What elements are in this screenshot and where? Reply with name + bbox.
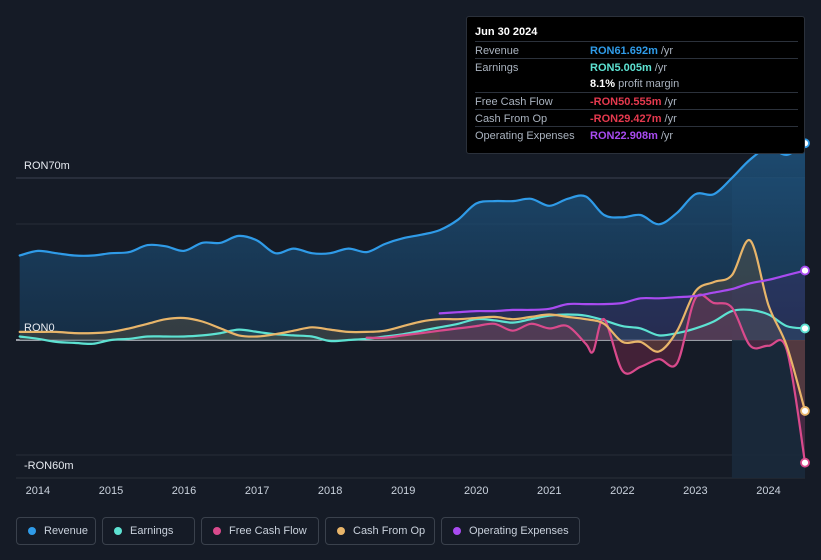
x-tick-label: 2020 — [464, 485, 489, 497]
tooltip-value: -RON50.555m/yr — [590, 96, 677, 108]
tooltip-date: Jun 30 2024 — [475, 26, 538, 38]
endpoint-free-cash-flow — [800, 457, 810, 468]
legend-label: Earnings — [130, 525, 174, 537]
legend-dot-icon — [114, 527, 122, 535]
legend-item-cash-from-op[interactable]: Cash From Op — [325, 517, 435, 545]
tooltip-label: Earnings — [475, 62, 519, 74]
x-tick-label: 2019 — [390, 485, 416, 497]
tooltip-row-free-cash-flow: Free Cash Flow -RON50.555m/yr — [475, 92, 798, 109]
tooltip-label: Revenue — [475, 45, 520, 57]
area-earnings — [19, 309, 805, 344]
tooltip-value: RON5.005m/yr — [590, 62, 667, 74]
tooltip-row-operating-expenses: Operating Expenses RON22.908m/yr — [475, 126, 798, 143]
tooltip-label: Operating Expenses — [475, 130, 575, 142]
x-tick-label: 2023 — [683, 485, 708, 497]
line-free-cash-flow — [365, 293, 807, 464]
tooltip-value: 8.1% profit margin — [590, 78, 680, 90]
endpoint-operating-expenses — [800, 265, 810, 276]
tooltip-row-profit-margin: 8.1% profit margin — [475, 75, 798, 92]
tooltip-value: -RON29.427m/yr — [590, 113, 677, 125]
x-tick-label: 2021 — [537, 485, 562, 497]
legend-label: Revenue — [44, 525, 89, 537]
area-free-cash-flow — [366, 294, 805, 463]
legend-label: Free Cash Flow — [229, 525, 307, 537]
area-revenue — [19, 143, 805, 340]
tooltip-row-revenue: Revenue RON61.692m/yr — [475, 41, 798, 58]
tooltip-row-cash-from-op: Cash From Op -RON29.427m/yr — [475, 109, 798, 126]
x-tick-label: 2022 — [610, 485, 635, 497]
legend-item-free-cash-flow[interactable]: Free Cash Flow — [201, 517, 319, 545]
legend-dot-icon — [337, 527, 345, 535]
tooltip-value: RON22.908m/yr — [590, 130, 674, 142]
x-tick-label: 2018 — [317, 485, 343, 497]
endpoint-earnings — [800, 323, 810, 334]
area-cash-from-op — [19, 239, 805, 411]
y-axis-top-label: RON70m — [24, 160, 70, 172]
x-tick-label: 2014 — [25, 485, 51, 497]
y-axis-zero-label: RON0 — [24, 322, 55, 334]
x-tick-label: 2015 — [98, 485, 124, 497]
line-cash-from-op — [18, 239, 807, 412]
series-endpoints — [800, 138, 810, 468]
legend-dot-icon — [213, 527, 221, 535]
tooltip-label: Cash From Op — [475, 113, 548, 125]
series-lines — [18, 142, 807, 464]
tooltip-label: Free Cash Flow — [475, 96, 553, 108]
legend-dot-icon — [28, 527, 36, 535]
legend-label: Operating Expenses — [469, 525, 569, 537]
legend-item-earnings[interactable]: Earnings — [102, 517, 195, 545]
y-axis-bottom-label: -RON60m — [24, 460, 74, 472]
x-tick-label: 2016 — [171, 485, 197, 497]
x-tick-label: 2017 — [244, 485, 270, 497]
legend-dot-icon — [453, 527, 461, 535]
legend-item-operating-expenses[interactable]: Operating Expenses — [441, 517, 580, 545]
line-operating-expenses — [438, 269, 807, 315]
legend-label: Cash From Op — [353, 525, 426, 537]
tooltip-row-earnings: Earnings RON5.005m/yr — [475, 58, 798, 75]
series-areas — [19, 143, 805, 463]
data-tooltip: Jun 30 2024 Revenue RON61.692m/yr Earnin… — [466, 16, 805, 154]
legend-item-revenue[interactable]: Revenue — [16, 517, 96, 545]
line-revenue — [18, 142, 807, 257]
x-tick-label: 2024 — [756, 485, 781, 497]
tooltip-value: RON61.692m/yr — [590, 45, 674, 57]
endpoint-cash-from-op — [800, 406, 810, 416]
